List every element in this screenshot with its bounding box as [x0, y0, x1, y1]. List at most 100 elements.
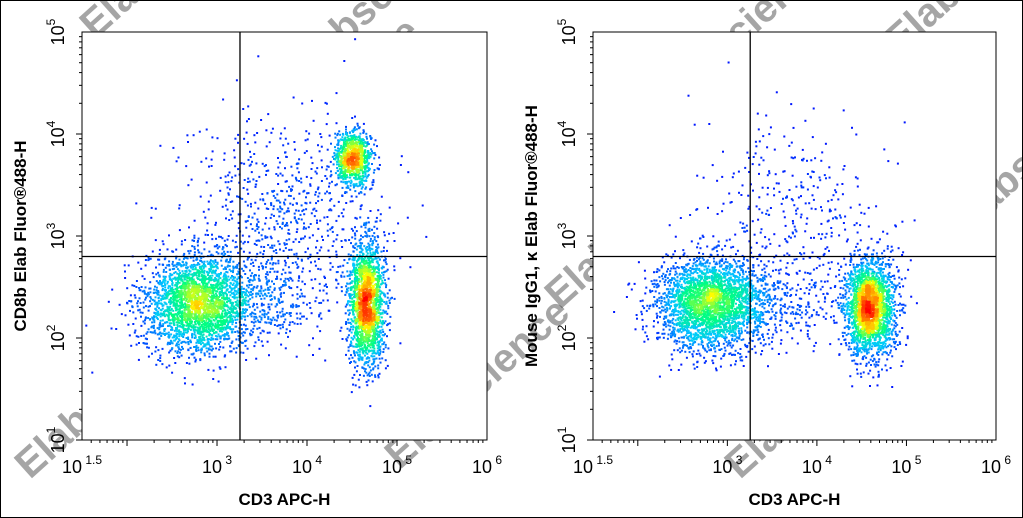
event-dot	[291, 203, 294, 206]
event-dot	[298, 241, 301, 243]
event-dot	[206, 341, 209, 344]
event-dot	[177, 346, 180, 349]
event-dot	[178, 274, 181, 277]
event-dot	[226, 319, 229, 322]
event-dot	[277, 183, 280, 185]
event-dot	[382, 250, 385, 252]
event-dot	[341, 163, 344, 166]
event-dot	[169, 309, 172, 312]
event-dot	[253, 276, 256, 279]
event-dot	[277, 174, 280, 177]
event-dot	[255, 239, 258, 242]
event-dot	[305, 202, 308, 205]
event-dot	[256, 218, 259, 221]
event-dot	[327, 234, 330, 237]
event-dot	[193, 251, 196, 254]
event-dot	[146, 295, 149, 298]
event-dot	[242, 269, 245, 272]
event-dot	[257, 320, 260, 323]
event-dot	[206, 285, 209, 288]
event-dot	[221, 320, 224, 322]
event-dot	[208, 295, 211, 298]
event-dot	[340, 180, 343, 183]
event-dot	[260, 304, 263, 307]
event-dot	[200, 330, 203, 333]
event-dot	[232, 347, 235, 350]
event-dot	[208, 278, 211, 281]
event-dot	[139, 311, 142, 314]
event-dot	[194, 334, 197, 337]
event-dot	[163, 330, 166, 332]
event-dot	[209, 345, 212, 348]
event-dot	[334, 136, 337, 139]
event-dot	[358, 350, 361, 353]
event-dot	[193, 320, 196, 323]
event-dot	[201, 269, 204, 272]
event-dot	[337, 158, 340, 161]
event-dot	[297, 217, 300, 220]
event-dot	[155, 286, 158, 289]
event-dot	[271, 263, 274, 266]
event-dot	[133, 294, 136, 297]
event-dot	[197, 277, 200, 280]
event-dot	[169, 305, 172, 308]
event-dot	[349, 200, 352, 203]
event-dot	[287, 335, 289, 338]
event-dot	[199, 327, 201, 329]
event-dot	[164, 283, 167, 286]
event-dot	[348, 239, 351, 241]
event-dot	[229, 213, 232, 216]
event-dot	[250, 205, 252, 208]
event-dot	[295, 231, 298, 233]
event-dot	[350, 340, 352, 343]
event-dot	[359, 334, 362, 337]
event-dot	[211, 314, 214, 317]
event-dot	[308, 302, 311, 304]
event-dot	[341, 176, 344, 179]
event-dot	[338, 153, 341, 156]
event-dot	[350, 144, 353, 146]
event-dot	[374, 220, 377, 223]
event-dot	[261, 193, 264, 195]
event-dot	[353, 280, 356, 283]
event-dot	[340, 286, 343, 289]
event-dot	[135, 202, 138, 205]
event-dot	[323, 216, 326, 219]
event-dot	[151, 352, 153, 355]
event-dot	[158, 302, 161, 305]
event-dot	[229, 317, 232, 320]
event-dot	[296, 286, 299, 289]
event-dot	[211, 316, 214, 319]
event-dot	[176, 355, 179, 358]
event-dot	[203, 264, 206, 267]
event-dot	[358, 181, 361, 184]
event-dot	[349, 174, 352, 176]
event-dot	[258, 175, 261, 178]
event-dot	[168, 313, 171, 315]
event-dot	[377, 345, 380, 347]
event-dot	[376, 277, 379, 280]
event-dot	[281, 307, 284, 310]
event-dot	[182, 303, 185, 306]
event-dot	[262, 253, 265, 256]
event-dot	[225, 337, 227, 340]
event-dot	[162, 304, 165, 307]
event-dot	[146, 342, 148, 345]
event-dot	[331, 230, 334, 233]
event-dot	[258, 239, 261, 242]
event-dot	[318, 249, 321, 252]
event-dot	[251, 311, 254, 314]
event-dot	[227, 235, 230, 237]
event-dot	[185, 299, 188, 302]
event-dot	[363, 179, 366, 182]
event-dot	[256, 252, 259, 255]
event-dot	[360, 260, 363, 262]
event-dot	[367, 166, 370, 169]
event-dot	[310, 278, 313, 281]
event-dot	[176, 277, 179, 280]
event-dot	[367, 216, 370, 219]
event-dot	[236, 313, 239, 316]
event-dot	[197, 271, 200, 274]
event-dot	[353, 173, 355, 176]
event-dot	[260, 340, 263, 343]
